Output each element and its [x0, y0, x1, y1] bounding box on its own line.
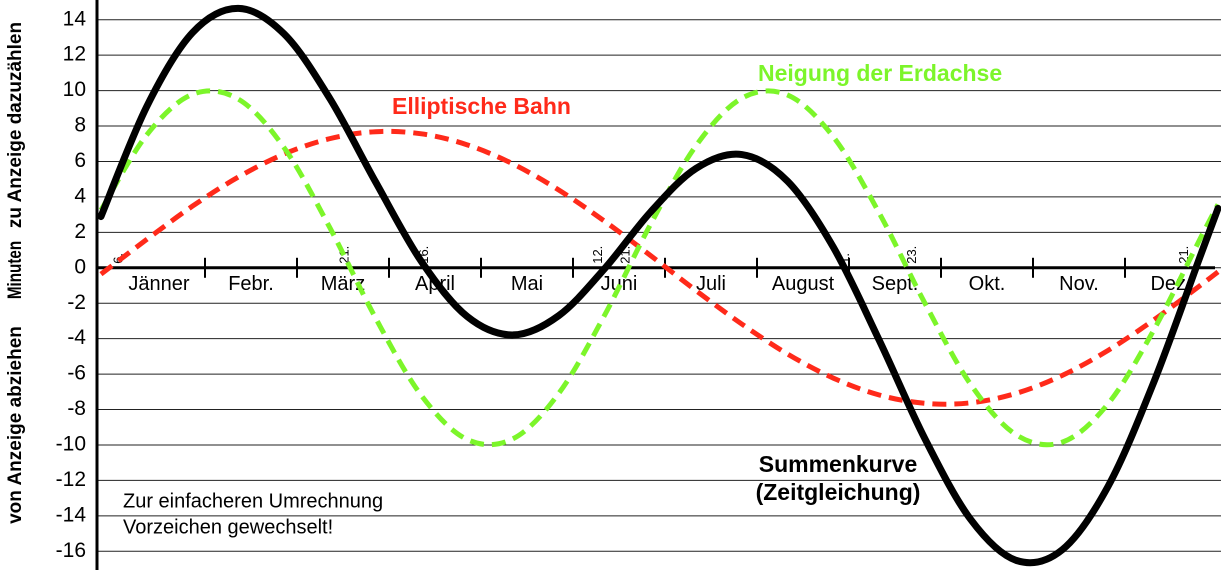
- series-label: Neigung der Erdachse: [758, 60, 1002, 86]
- y-tick-label: 10: [63, 78, 86, 101]
- date-marker: 1.: [837, 253, 852, 264]
- y-tick-label: -2: [67, 291, 86, 314]
- y-tick-label: -16: [56, 539, 86, 562]
- month-label: August: [772, 273, 835, 295]
- series-line: [97, 4, 1221, 567]
- month-label: Jänner: [128, 273, 189, 295]
- month-label: Nov.: [1059, 273, 1099, 295]
- month-label: Febr.: [228, 273, 274, 295]
- month-label: Okt.: [969, 273, 1006, 295]
- note: Zur einfacheren Umrechnung: [123, 490, 383, 512]
- y-tick-label: -4: [67, 326, 86, 349]
- date-marker: 12.: [590, 246, 605, 264]
- series-note: (Zeitgleichung): [756, 479, 921, 505]
- y-tick-label: 2: [74, 220, 86, 243]
- y-tick-label: 4: [74, 184, 86, 207]
- y-tick-label: 8: [74, 114, 86, 137]
- note: Vorzeichen gewechselt!: [123, 516, 333, 538]
- series-label: Summenkurve: [759, 451, 918, 477]
- month-label: März: [321, 273, 365, 295]
- y-label-positive: zu Anzeige dazuzählen: [5, 22, 26, 228]
- y-label: Minuten: [3, 241, 25, 299]
- y-label-negative: von Anzeige abziehen: [5, 326, 26, 524]
- month-label: Sept.: [872, 273, 919, 295]
- y-tick-label: -12: [56, 468, 86, 491]
- month-label: Mai: [511, 273, 543, 295]
- y-tick-label: 14: [63, 7, 87, 30]
- y-tick-label: -6: [67, 362, 86, 385]
- series-label: Elliptische Bahn: [392, 93, 571, 119]
- date-marker: 23.: [904, 246, 919, 264]
- y-tick-label: -8: [67, 397, 86, 420]
- month-label: Juli: [696, 273, 726, 295]
- y-tick-label: 6: [74, 149, 86, 172]
- y-tick-label: -14: [56, 503, 87, 526]
- y-tick-label: -10: [56, 433, 86, 456]
- y-tick-label: 12: [63, 43, 86, 66]
- y-tick-label: 0: [74, 255, 86, 278]
